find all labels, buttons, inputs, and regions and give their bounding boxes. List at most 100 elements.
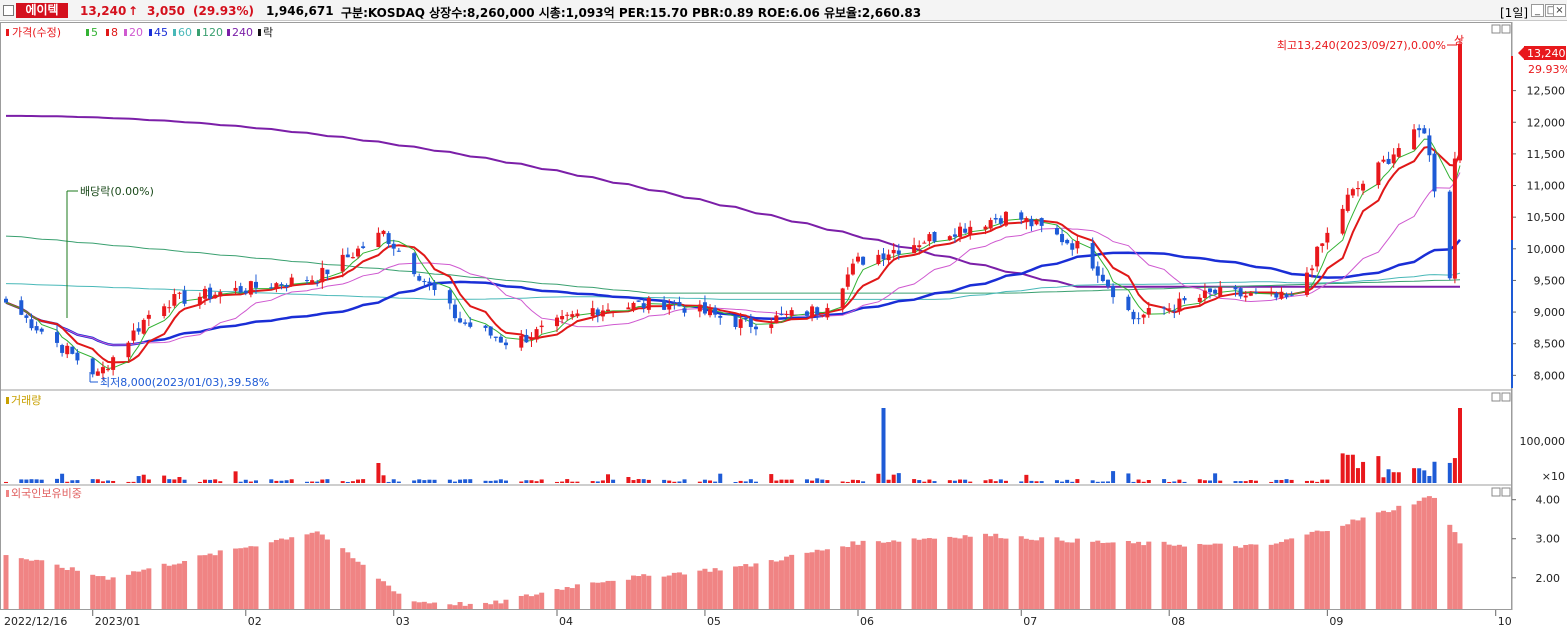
volume-bar — [1289, 479, 1294, 483]
volume-bar — [927, 479, 932, 483]
candle-body — [1284, 294, 1289, 298]
price-panel-min-button[interactable] — [1491, 24, 1501, 34]
volume-bar — [396, 481, 401, 483]
foreign-ratio-bar — [381, 581, 387, 609]
volume-bar — [1350, 454, 1355, 483]
volume-bar — [1090, 480, 1095, 483]
low-label: 최저8,000(2023/01/03),39.58% — [100, 376, 269, 389]
foreign-ratio-bar — [1034, 540, 1040, 609]
candle-body — [172, 294, 177, 306]
volume-bar — [738, 480, 743, 483]
foreign-ratio-bar — [1095, 540, 1101, 609]
candle-body — [702, 302, 707, 314]
candle-body — [1019, 212, 1024, 220]
foreign-ratio-bar — [1233, 546, 1239, 609]
candle-body — [1253, 291, 1258, 293]
foreign-label-marker — [6, 490, 9, 497]
candle-body — [141, 319, 146, 334]
foreign-ratio-bar — [840, 546, 846, 609]
candle-body — [1412, 129, 1417, 150]
candle-body — [356, 248, 361, 257]
select-checkbox[interactable] — [3, 5, 14, 16]
volume-bar — [1422, 470, 1427, 483]
price-tag-box — [1524, 46, 1566, 60]
candle-body — [641, 303, 646, 308]
volume-bar — [534, 481, 539, 483]
candle-body — [391, 243, 396, 249]
volume-panel-min-button[interactable] — [1491, 392, 1501, 402]
foreign-ratio-bar — [1110, 542, 1116, 609]
candle-body — [1100, 274, 1105, 282]
foreign-ratio-bar — [324, 539, 330, 609]
foreign-ratio-bar — [1039, 537, 1045, 609]
candle-body — [202, 288, 207, 299]
volume-bar — [769, 474, 774, 483]
foreign-ratio-bar — [1207, 544, 1213, 609]
candle-body — [60, 345, 65, 353]
volume-bar — [391, 479, 396, 483]
minimize-icon[interactable]: _ — [1531, 4, 1544, 17]
volume-bar — [243, 479, 248, 483]
volume-bar — [202, 479, 207, 483]
volume-bar — [75, 480, 80, 483]
volume-bar — [779, 479, 784, 483]
candle-body — [34, 326, 39, 331]
foreign-panel-close-button[interactable] — [1501, 487, 1511, 497]
foreign-ratio-bar — [243, 547, 249, 609]
volume-bar — [34, 479, 39, 483]
volume-bar — [468, 479, 473, 483]
x-tick-label: 04 — [559, 615, 573, 628]
volume-bar — [988, 479, 993, 483]
foreign-ratio-bar — [166, 565, 172, 609]
candle-body — [1315, 246, 1320, 267]
x-tick-label: 09 — [1329, 615, 1343, 628]
candle-body — [1075, 241, 1080, 249]
candle-body — [636, 300, 641, 302]
foreign-ratio-bar — [646, 575, 652, 609]
volume-bar — [1182, 481, 1187, 483]
legend-ma45-marker — [149, 29, 152, 36]
candle-body — [55, 332, 60, 343]
candle-body — [1238, 288, 1243, 297]
volume-bar — [356, 479, 361, 483]
foreign-ratio-bar — [528, 596, 534, 609]
volume-bar — [743, 481, 748, 483]
candle-body — [95, 371, 100, 376]
candle-body — [1070, 243, 1075, 250]
x-tick-label: 08 — [1171, 615, 1185, 628]
price-tick-label: 9,500 — [1534, 274, 1566, 287]
candle-body — [1136, 318, 1141, 320]
trade-volume: 1,946,671 — [266, 4, 334, 18]
volume-bar — [917, 480, 922, 483]
volume-bar — [1177, 479, 1182, 483]
foreign-ratio-bar — [682, 574, 688, 609]
candle-body — [162, 306, 167, 317]
volume-panel-close-button[interactable] — [1501, 392, 1511, 402]
price-panel-close-button[interactable] — [1501, 24, 1511, 34]
foreign-ratio-bar — [738, 566, 744, 609]
volume-bar — [498, 479, 503, 483]
volume-bar — [1248, 479, 1253, 483]
candle-body — [274, 283, 279, 289]
foreign-ratio-bar — [1360, 517, 1366, 609]
volume-bar — [1279, 479, 1284, 483]
candle-body — [1391, 154, 1396, 164]
foreign-ratio-bar — [253, 546, 259, 609]
candle-body — [738, 319, 743, 328]
stock-name-badge[interactable]: 에이텍 — [16, 3, 68, 18]
foreign-ratio-bar — [74, 570, 80, 609]
foreign-ratio-bar — [498, 603, 504, 609]
foreign-panel-min-button[interactable] — [1491, 487, 1501, 497]
foreign-ratio-bar — [967, 536, 973, 609]
close-icon[interactable]: × — [1553, 4, 1566, 17]
foreign-ratio-bar — [268, 542, 274, 609]
period-button[interactable]: [1일] — [1500, 6, 1529, 20]
foreign-ratio-bar — [1212, 543, 1218, 609]
volume-bar — [672, 481, 677, 483]
foreign-ratio-bar — [1171, 545, 1177, 609]
foreign-ratio-bar — [921, 538, 927, 609]
volume-bar — [825, 480, 830, 483]
volume-bar — [1172, 481, 1177, 483]
candle-body — [310, 280, 315, 284]
